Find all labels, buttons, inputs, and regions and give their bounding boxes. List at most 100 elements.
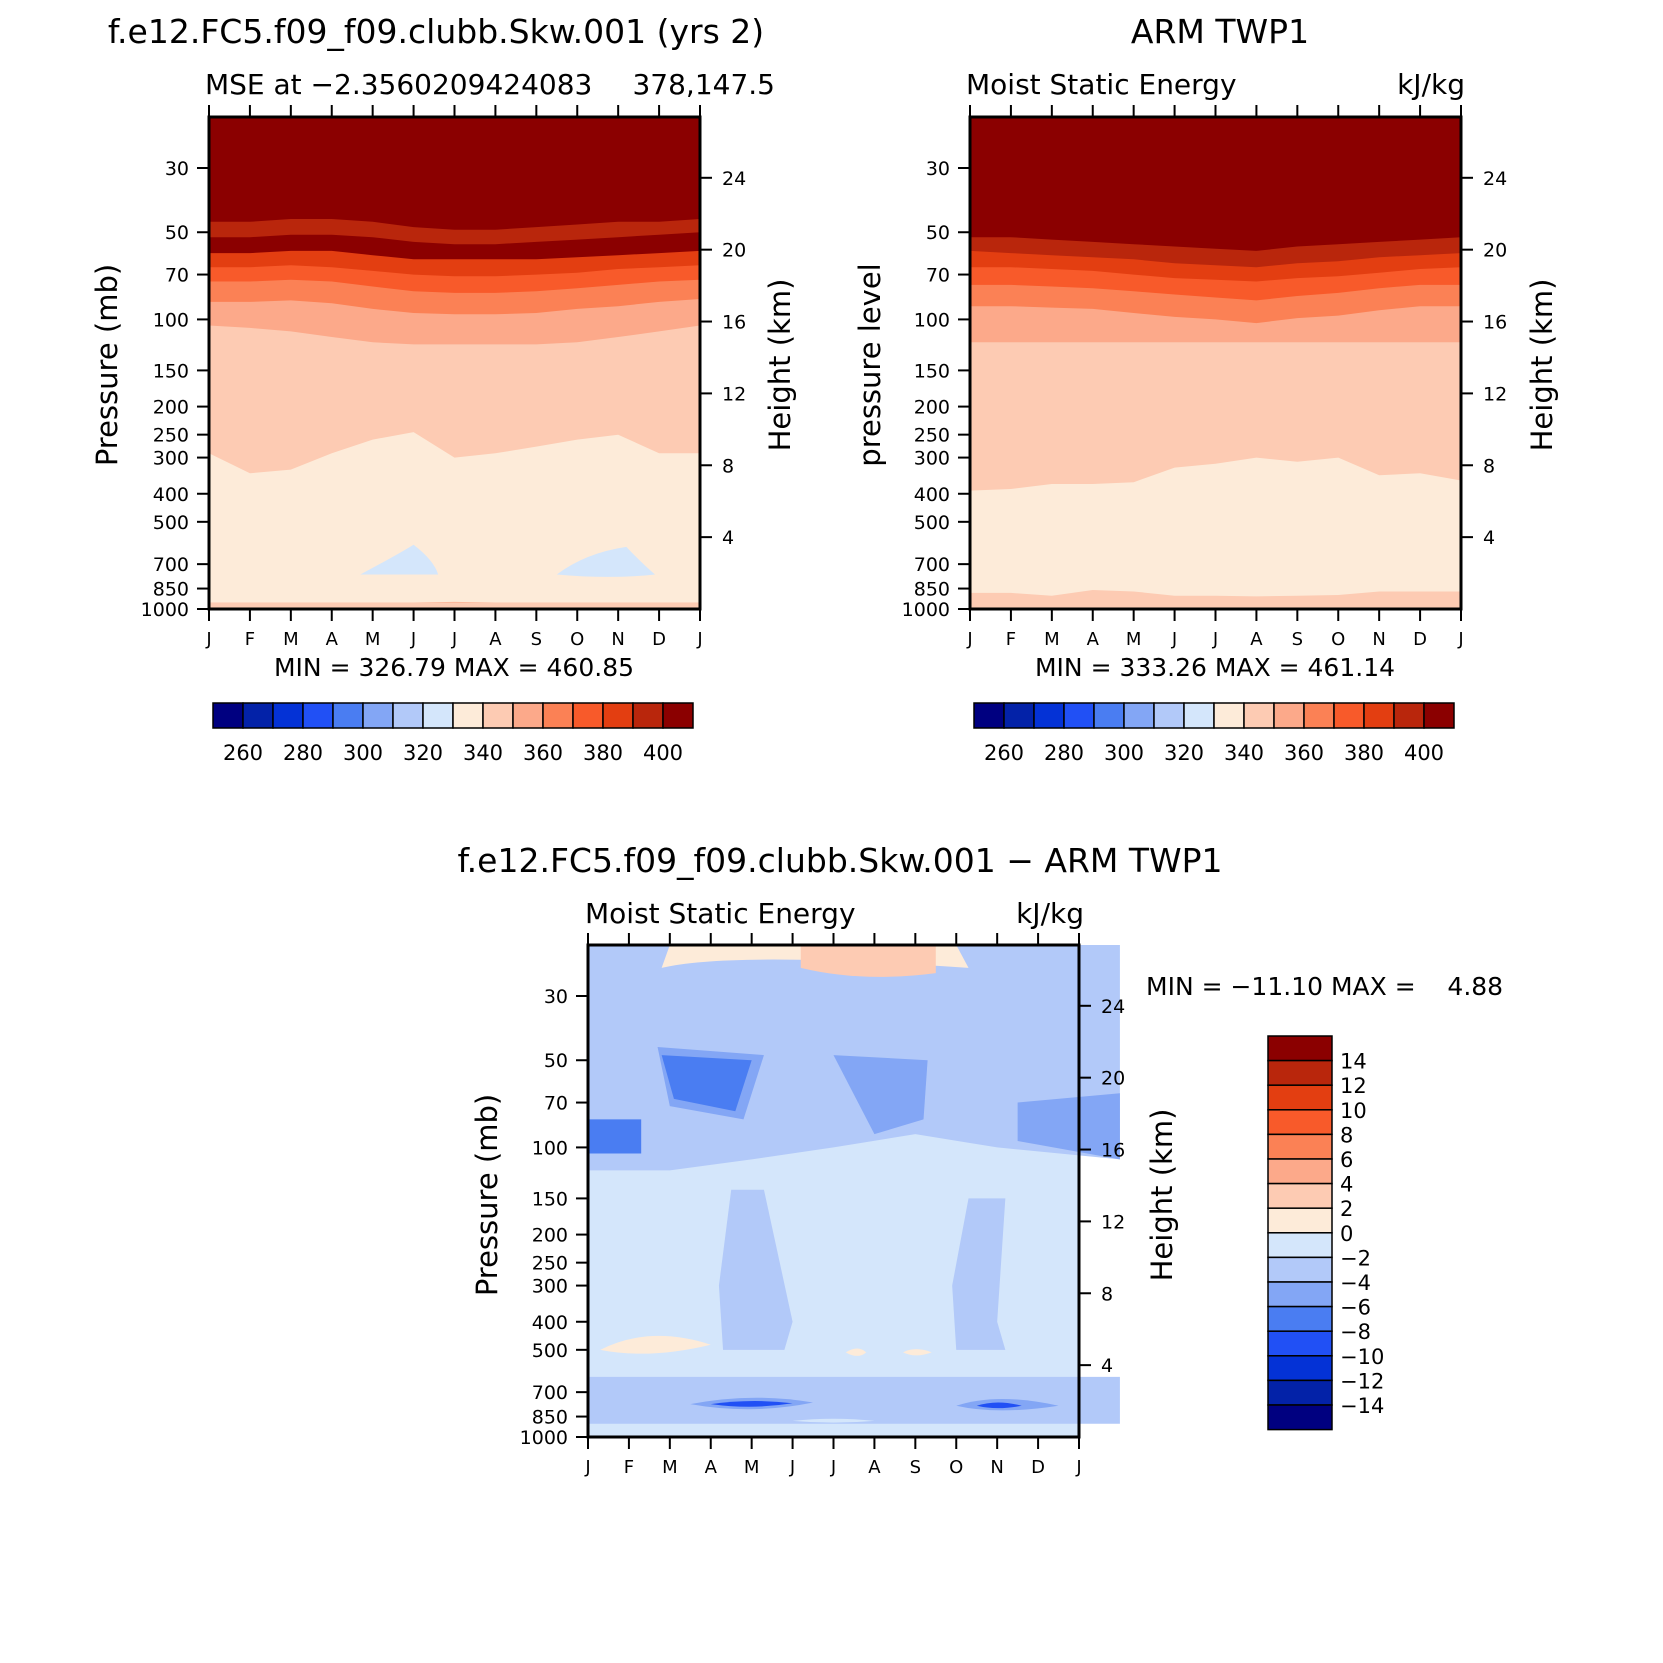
diff-region	[792, 1418, 875, 1423]
obs-ytick-label: 850	[914, 579, 950, 601]
obs-contour-plot	[970, 117, 1461, 609]
diff-xtick-label: A	[705, 1457, 718, 1478]
obs-colorbar-box	[1393, 702, 1425, 729]
diff-xtick-label: M	[662, 1457, 678, 1478]
model-ytick-label: 50	[165, 222, 189, 244]
diff-colorbar-box	[1267, 1084, 1333, 1111]
model-xtick-label: J	[410, 629, 416, 650]
diff-xtick-label: M	[744, 1457, 760, 1478]
diff-axes: J F M A M J J A S O N D J100085070050040030025020015…	[520, 933, 1125, 1478]
diff-region	[845, 1348, 867, 1356]
obs-y2tick-label: 16	[1483, 312, 1507, 334]
model-low-pocket	[360, 544, 439, 575]
model-band	[209, 602, 700, 609]
diff-xtick-label: J	[830, 1457, 836, 1478]
obs-y2tick-label: 8	[1483, 455, 1495, 477]
diff-ytick-label: 1000	[520, 1427, 568, 1449]
obs-ytick-label: 150	[914, 360, 950, 382]
diff-ytick-label: 700	[532, 1382, 568, 1404]
diff-colorbar-label: −14	[1340, 1394, 1384, 1418]
obs-colorbar-box	[1303, 702, 1335, 729]
obs-colorbar-label: 400	[1404, 741, 1444, 765]
diff-colorbar-label: 2	[1340, 1197, 1353, 1221]
model-colorbar-label: 300	[343, 741, 383, 765]
diff-colorbar-label: −4	[1340, 1271, 1371, 1295]
model-ytick-label: 200	[153, 397, 189, 419]
model-colorbar: 260 280 300 320 340 360 380 400	[212, 702, 694, 765]
obs-y2tick-label: 24	[1483, 168, 1507, 190]
diff-colorbar-box	[1267, 1305, 1333, 1332]
diff-ytick-label: 30	[544, 986, 568, 1008]
diff-colorbar-label: −6	[1340, 1296, 1371, 1320]
model-left-string: MSE at −2.3560209424083	[205, 68, 592, 101]
diff-right-string: kJ/kg	[1016, 897, 1084, 930]
diff-right-axis-label: Height (km)	[1145, 1109, 1179, 1282]
diff-colorbar-box	[1267, 1182, 1333, 1209]
obs-colorbar-label: 320	[1164, 741, 1204, 765]
diff-ytick-label: 200	[532, 1225, 568, 1247]
obs-y2tick-label: 20	[1483, 240, 1507, 262]
obs-right-string: kJ/kg	[1397, 68, 1465, 101]
obs-ytick-label: 700	[914, 554, 950, 576]
diff-colorbar-box	[1267, 1281, 1333, 1308]
obs-y2tick-label: 4	[1483, 527, 1495, 549]
diff-region	[600, 1335, 711, 1354]
obs-right-axis-label: Height (km)	[1525, 279, 1559, 452]
model-ytick-label: 700	[153, 554, 189, 576]
obs-ytick-label: 300	[914, 448, 950, 470]
obs-colorbar-label: 300	[1104, 741, 1144, 765]
model-ytick-label: 300	[153, 448, 189, 470]
diff-xtick-label: A	[868, 1457, 881, 1478]
diff-xtick-label: O	[949, 1457, 963, 1478]
diff-minmax: MIN = −11.10 MAX = 4.88	[1146, 972, 1503, 1001]
obs-xtick-label: A	[1087, 629, 1100, 650]
model-ytick-label: 400	[153, 484, 189, 506]
diff-xtick-label: N	[990, 1457, 1003, 1478]
model-y2tick-label: 20	[722, 240, 746, 262]
diff-region	[718, 1189, 793, 1350]
diff-xtick-label: F	[624, 1457, 634, 1478]
model-colorbar-box	[392, 702, 424, 729]
model-axes: J F M A M J J A S O N D J100085070050040030025020015…	[141, 105, 746, 650]
obs-ytick-label: 250	[914, 425, 950, 447]
model-colorbar-box	[362, 702, 394, 729]
diff-colorbar-box	[1267, 1330, 1333, 1357]
model-ytick-label: 70	[165, 265, 189, 287]
model-colorbar-box	[542, 702, 574, 729]
diff-colorbar-label: −8	[1340, 1320, 1371, 1344]
diff-colorbar-box	[1267, 1207, 1333, 1234]
model-ytick-label: 850	[153, 579, 189, 601]
diff-colorbar-label: 12	[1340, 1074, 1367, 1098]
model-colorbar-label: 260	[223, 741, 263, 765]
diff-colorbar-label: −10	[1340, 1345, 1384, 1369]
model-y2tick-label: 8	[722, 455, 734, 477]
obs-ytick-label: 500	[914, 512, 950, 534]
model-xtick-label: O	[570, 629, 584, 650]
diff-xtick-label: J	[1075, 1457, 1081, 1478]
diff-colorbar-label: 10	[1340, 1099, 1367, 1123]
model-ytick-label: 100	[153, 309, 189, 331]
obs-ytick-label: 100	[914, 309, 950, 331]
model-colorbar-label: 320	[403, 741, 443, 765]
diff-y2tick-label: 20	[1101, 1068, 1125, 1090]
diff-colorbar-label: 0	[1340, 1222, 1353, 1246]
obs-colorbar-box	[1003, 702, 1035, 729]
model-colorbar-box	[512, 702, 544, 729]
diff-colorbar-label: 6	[1340, 1148, 1353, 1172]
model-ytick-label: 250	[153, 425, 189, 447]
diff-colorbar-box	[1267, 1059, 1333, 1086]
model-colorbar-box	[332, 702, 364, 729]
diff-contour-plot	[588, 945, 1120, 1437]
diff-colorbar-box	[1267, 1158, 1333, 1185]
diff-y2tick-label: 8	[1101, 1283, 1113, 1305]
obs-colorbar-box	[1033, 702, 1065, 729]
diff-ytick-label: 400	[532, 1312, 568, 1334]
diff-region	[952, 1198, 1006, 1350]
obs-ytick-label: 70	[926, 265, 950, 287]
obs-xtick-label: S	[1292, 629, 1303, 650]
model-colorbar-label: 360	[523, 741, 563, 765]
model-xtick-label: M	[283, 629, 299, 650]
